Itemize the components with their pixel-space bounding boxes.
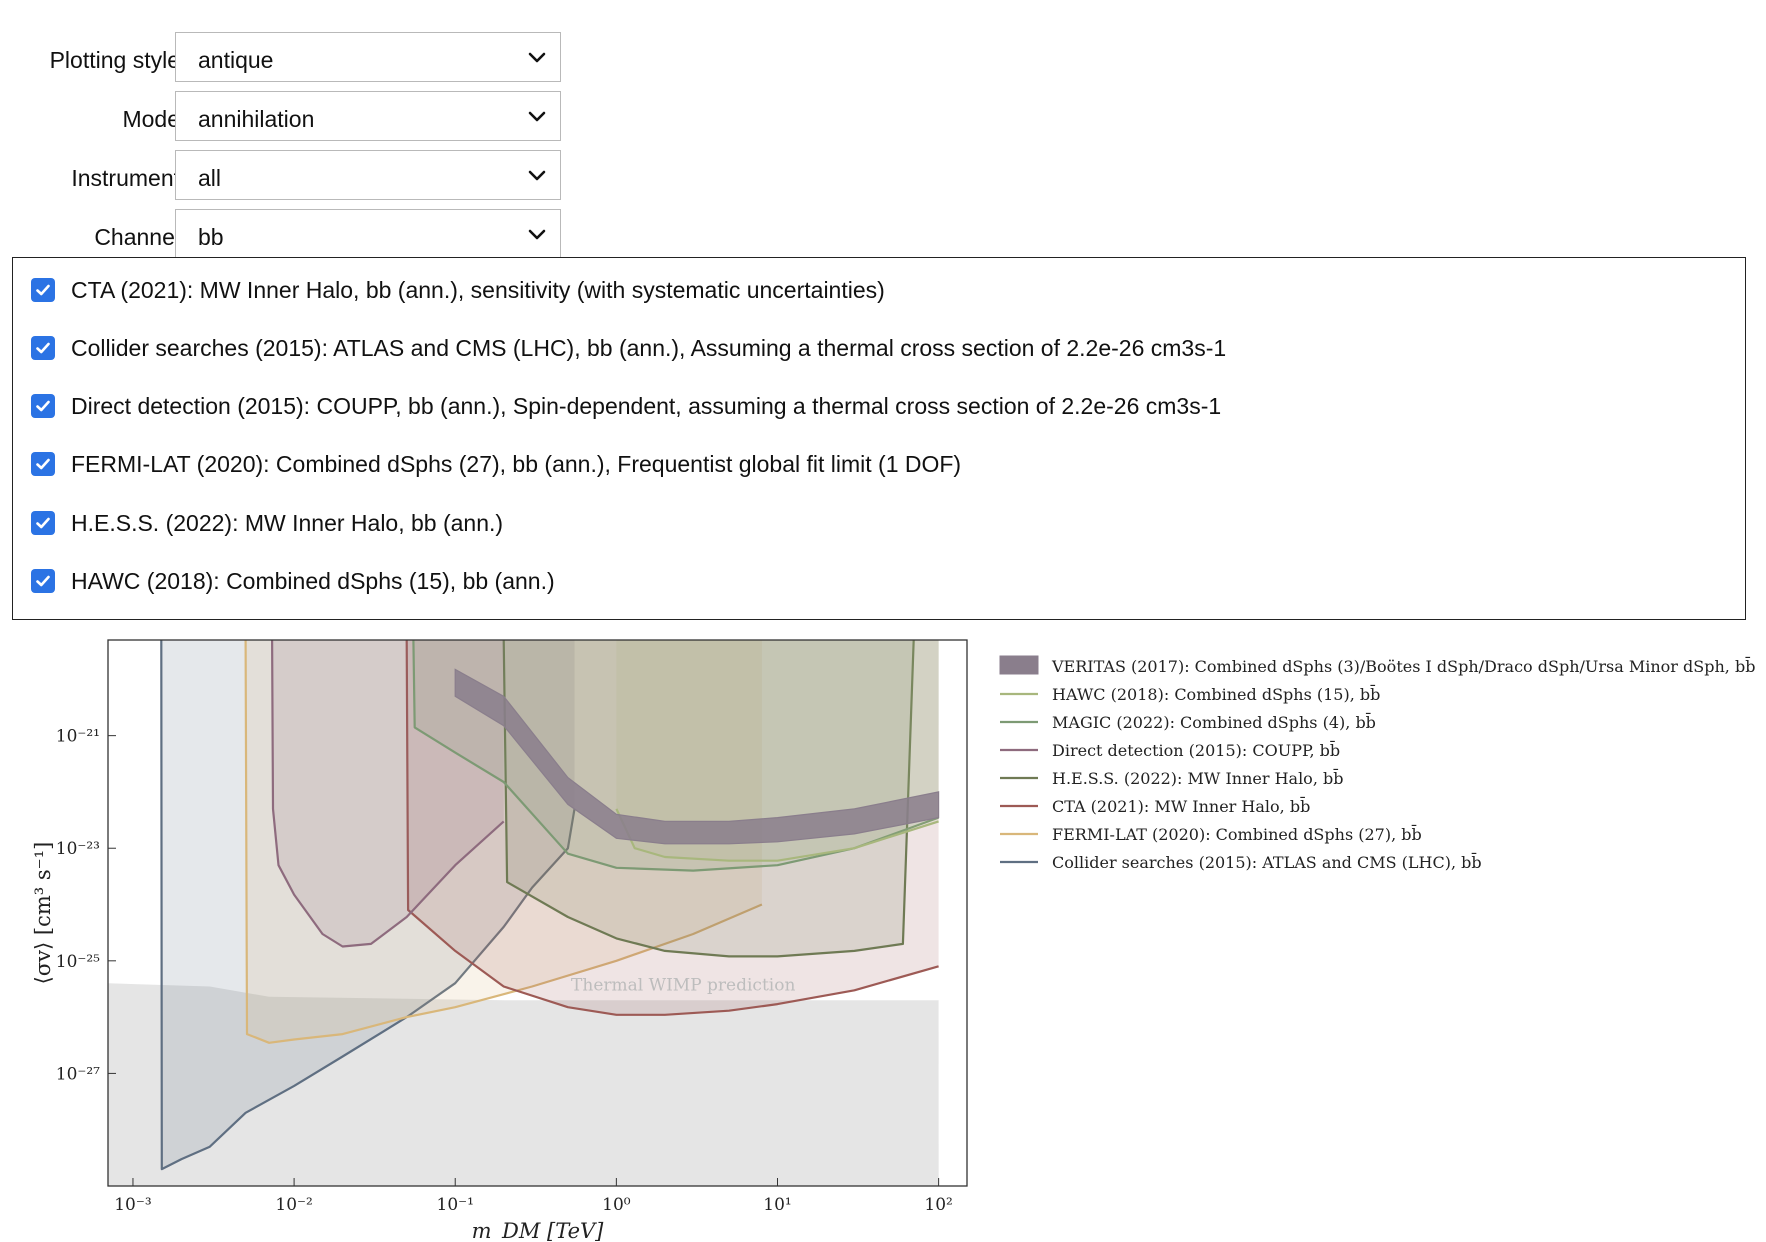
plot-frame [107, 639, 968, 1187]
x-axis-label: m_DM [TeV] [472, 1219, 605, 1242]
instrument-label: Instrument [71, 165, 180, 191]
instrument-value: all [198, 165, 222, 191]
mode-value: annihilation [198, 106, 315, 132]
y-axis-label: ⟨σv⟩ [cm³ s⁻¹] [31, 842, 55, 985]
plotting-style-label: Plotting style [49, 47, 180, 73]
instrument-select[interactable]: all [175, 150, 561, 200]
series-line-3 [271, 640, 505, 948]
limit-checklist: CTA (2021): MW Inner Halo, bb (ann.), se… [12, 257, 1746, 620]
series-line-2 [412, 640, 939, 872]
plotting-style-value: antique [198, 47, 274, 73]
x-tick-label-0: 10⁻³ [114, 1195, 151, 1215]
series-fill-1 [616, 640, 939, 861]
x-tick-label-5: 10² [924, 1195, 952, 1215]
legend-label-7: Collider searches (2015): ATLAS and CMS … [1052, 851, 1482, 872]
checkbox-collider[interactable] [31, 336, 55, 360]
check-row-direct-detection[interactable]: Direct detection (2015): COUPP, bb (ann.… [31, 390, 1721, 424]
series-line-4 [502, 640, 915, 958]
chart-svg: Thermal WIMP prediction 10⁻³ 10⁻² 10⁻¹ 10⁰ 10… [31, 639, 1755, 1242]
control-row-mode: Mode annihilation [0, 91, 600, 141]
mode-select[interactable]: annihilation [175, 91, 561, 141]
checkbox-cta[interactable] [31, 278, 55, 302]
y-tick-label-3: 10⁻²⁷ [56, 1064, 100, 1084]
y-tick-label-0: 10⁻²¹ [56, 727, 100, 747]
chevron-down-icon [528, 52, 546, 63]
series-fill-4 [503, 640, 914, 957]
legend-label-5: CTA (2021): MW Inner Halo, bb̄ [1052, 795, 1310, 816]
mode-label: Mode [122, 106, 180, 132]
limits-chart: Thermal WIMP prediction 10⁻³ 10⁻² 10⁻¹ 10⁰ 10… [0, 624, 1766, 1242]
legend-label-0: VERITAS (2017): Combined dSphs (3)/Boöte… [1051, 655, 1755, 676]
control-row-instrument: Instrument all [0, 150, 600, 200]
checkmark-icon [36, 517, 50, 529]
series-line-5 [405, 640, 939, 1016]
x-tick-label-1: 10⁻² [275, 1195, 312, 1215]
thermal-annotation: Thermal WIMP prediction [571, 975, 795, 995]
chevron-down-icon [528, 170, 546, 181]
chevron-down-icon [528, 111, 546, 122]
chevron-down-icon [528, 229, 546, 240]
checkbox-direct-detection[interactable] [31, 394, 55, 418]
check-row-cta[interactable]: CTA (2021): MW Inner Halo, bb (ann.), se… [31, 274, 1721, 308]
check-row-hawc[interactable]: HAWC (2018): Combined dSphs (15), bb (an… [31, 565, 1721, 599]
check-label-collider: Collider searches (2015): ATLAS and CMS … [71, 335, 1227, 361]
check-label-hawc: HAWC (2018): Combined dSphs (15), bb (an… [71, 568, 555, 594]
checkbox-hawc[interactable] [31, 569, 55, 593]
checkmark-icon [36, 342, 50, 354]
channel-label: Channel [94, 224, 180, 250]
thermal-band [108, 983, 939, 1186]
legend-label-1: HAWC (2018): Combined dSphs (15), bb̄ [1052, 683, 1380, 704]
x-tick-label-3: 10⁰ [602, 1195, 631, 1215]
checkmark-icon [36, 400, 50, 412]
control-row-channel: Channel bb [0, 209, 600, 259]
check-row-collider[interactable]: Collider searches (2015): ATLAS and CMS … [31, 332, 1721, 366]
checkmark-icon [36, 458, 50, 470]
check-label-hess: H.E.S.S. (2022): MW Inner Halo, bb (ann.… [71, 510, 504, 536]
series-fill-7 [161, 640, 575, 1170]
legend-label-6: FERMI-LAT (2020): Combined dSphs (27), b… [1052, 823, 1422, 844]
y-tick-label-2: 10⁻²⁵ [56, 952, 100, 972]
check-label-direct-detection: Direct detection (2015): COUPP, bb (ann.… [71, 393, 1222, 419]
series-line-1 [615, 808, 939, 862]
series-line-7 [160, 640, 576, 1171]
check-row-fermi-lat[interactable]: FERMI-LAT (2020): Combined dSphs (27), b… [31, 448, 1721, 482]
legend-label-3: Direct detection (2015): COUPP, bb̄ [1052, 739, 1340, 760]
series-fill-3 [272, 640, 504, 947]
series-line-6 [244, 640, 763, 1044]
plotting-style-select[interactable]: antique [175, 32, 561, 82]
y-tick-label-1: 10⁻²³ [56, 839, 100, 859]
series-band-0 [454, 668, 940, 845]
checkbox-hess[interactable] [31, 511, 55, 535]
channel-value: bb [198, 224, 224, 250]
legend-label-4: H.E.S.S. (2022): MW Inner Halo, bb̄ [1052, 767, 1343, 788]
checkmark-icon [36, 284, 50, 296]
check-label-cta: CTA (2021): MW Inner Halo, bb (ann.), se… [71, 277, 885, 303]
check-label-fermi-lat: FERMI-LAT (2020): Combined dSphs (27), b… [71, 451, 962, 477]
checkbox-fermi-lat[interactable] [31, 452, 55, 476]
x-tick-label-2: 10⁻¹ [437, 1195, 474, 1215]
control-row-plotting-style: Plotting style antique [0, 32, 600, 82]
legend-swatch-0 [999, 655, 1039, 675]
check-row-hess[interactable]: H.E.S.S. (2022): MW Inner Halo, bb (ann.… [31, 507, 1721, 541]
series-fill-2 [413, 640, 939, 871]
legend-label-2: MAGIC (2022): Combined dSphs (4), bb̄ [1052, 711, 1376, 732]
checkmark-icon [36, 575, 50, 587]
x-tick-label-4: 10¹ [763, 1195, 791, 1215]
channel-select[interactable]: bb [175, 209, 561, 259]
